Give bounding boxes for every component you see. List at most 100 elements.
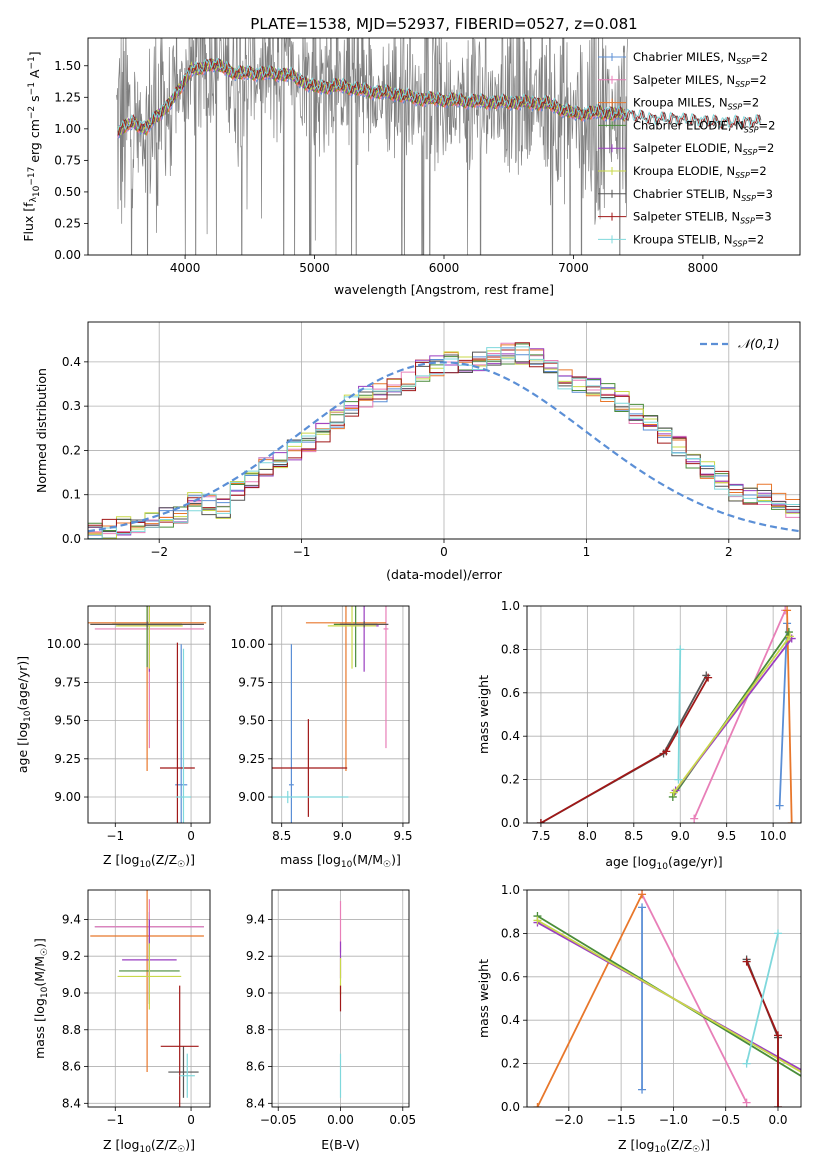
series-point-marker [742, 1059, 751, 1068]
y-tick-label: 0.4 [62, 355, 81, 369]
y-tick-label: 9.2 [246, 949, 265, 963]
x-tick-label: 8.0 [578, 829, 597, 843]
series-point-marker [533, 1103, 542, 1107]
series-lines [536, 606, 796, 823]
x-tick-label: 0.05 [389, 1113, 416, 1127]
legend-label: Kroupa ELODIE, NSSP=2 [633, 164, 767, 180]
series-point-marker [775, 801, 784, 810]
axes-frame [87, 321, 801, 540]
y-tick-label: 0.25 [54, 216, 81, 230]
y-tick-label: 9.0 [62, 986, 81, 1000]
x-axis-label: (data-model)/error [386, 567, 503, 582]
y-tick-label: 9.00 [238, 790, 265, 804]
y-tick-label: 1.00 [54, 122, 81, 136]
x-axis-label: Z [log10(Z/Z☉)] [103, 852, 195, 870]
series-line-kroupa-stelib [745, 933, 779, 1064]
y-tick-label: 8.4 [246, 1096, 265, 1110]
x-tick-label: 0 [187, 1113, 195, 1127]
axes-frame [526, 605, 802, 824]
y-tick-label: 1.0 [501, 883, 520, 897]
series-line-kroupa-miles [786, 610, 793, 823]
y-axis-label: Flux [fλ10−17 erg cm−2 s−1 A−1] [21, 51, 42, 241]
y-tick-label: 0.0 [62, 532, 81, 546]
y-tick-label: 9.4 [246, 912, 265, 926]
x-tick-label: 0 [440, 545, 448, 559]
y-tick-label: 0.4 [501, 1013, 520, 1027]
series-point-marker [690, 814, 699, 823]
mass-vs-extinction-plot: −0.05 0.00 0.05 8.4 8.6 8.8 9.0 9.2 9.4 E(B-V) [246, 889, 416, 1152]
errorbars [88, 606, 207, 823]
series-point-marker [773, 929, 782, 938]
y-tick-label: 10.00 [231, 637, 265, 651]
figure-title: PLATE=1538, MJD=52937, FIBERID=0527, z=0… [250, 15, 637, 33]
x-tick-label: 9.0 [671, 829, 690, 843]
legend-label: Kroupa STELIB, NSSP=2 [633, 232, 764, 248]
y-tick-label: 9.50 [54, 714, 81, 728]
model-spectrum-kroupa-stelib [117, 57, 762, 132]
model-spectrum-salpeter-stelib [117, 58, 762, 136]
x-axis-label: E(B-V) [321, 1137, 360, 1152]
x-tick-label: 8000 [688, 261, 719, 275]
legend-label: Salpeter STELIB, NSSP=3 [633, 210, 772, 226]
series-point-marker [783, 606, 792, 615]
age-vs-metallicity-plot: −1 0 9.00 9.25 9.50 9.75 10.00 Z [log10(Z/Z☉)] a… [15, 605, 211, 870]
series-point-marker [785, 632, 794, 641]
y-axis-label: age [log10(age/yr)] [15, 656, 33, 773]
axes-frame [87, 889, 211, 1108]
series-point-marker [787, 819, 796, 823]
series-point-marker [638, 890, 647, 899]
x-tick-label: −1.0 [659, 1113, 688, 1127]
x-tick-label: 9.0 [333, 829, 352, 843]
y-tick-label: 0.0 [501, 1100, 520, 1114]
y-tick-label: 8.6 [62, 1060, 81, 1074]
series-line-kroupa-elodie [673, 635, 791, 794]
series-point-marker [773, 1031, 782, 1040]
x-tick-label: 6000 [429, 261, 460, 275]
series-point-marker [704, 673, 713, 682]
legend-label: Chabrier STELIB, NSSP=3 [633, 187, 773, 203]
x-tick-label: −2.0 [554, 1113, 583, 1127]
y-tick-label: 9.25 [238, 752, 265, 766]
y-tick-label: 9.75 [54, 675, 81, 689]
errorbars [272, 606, 389, 823]
axes-frame [271, 605, 410, 824]
y-tick-label: 1.0 [501, 599, 520, 613]
residual-histogram-plot: −2 −1 0 1 2 0.0 0.1 0.2 0.3 0.4 (data-model)/error… [34, 321, 801, 582]
series-point-marker [638, 1085, 647, 1094]
x-tick-label: −2 [150, 545, 168, 559]
age-vs-mass-plot: 8.5 9.0 9.5 9.00 9.25 9.50 9.75 10.00 mass [log1… [231, 605, 412, 870]
y-tick-label: 0.6 [501, 970, 520, 984]
x-tick-label: 9.5 [393, 829, 412, 843]
series-point-marker [669, 788, 678, 797]
x-tick-label: 8.5 [272, 829, 291, 843]
series-point-marker [773, 1103, 782, 1107]
y-tick-label: 0.6 [501, 686, 520, 700]
axes-frame [87, 37, 801, 256]
y-tick-label: 9.00 [54, 790, 81, 804]
series-point-marker [784, 628, 793, 637]
y-tick-label: 9.50 [238, 714, 265, 728]
y-tick-label: 10.00 [47, 637, 81, 651]
y-tick-label: 0.2 [501, 1057, 520, 1071]
series-point-marker [536, 819, 545, 823]
spectrum-plot: 4000 5000 6000 7000 8000 0.00 0.25 0.50 0.75 1.00… [21, 37, 801, 297]
series-lines [533, 890, 801, 1107]
x-axis-label: age [log10(age/yr)] [605, 854, 722, 872]
y-tick-label: 0.00 [54, 248, 81, 262]
y-tick-label: 9.2 [62, 949, 81, 963]
series-point-marker [662, 747, 671, 756]
y-axis-label: mass weight [476, 959, 491, 1038]
x-tick-label: −0.05 [260, 1113, 297, 1127]
x-tick-label: −1 [106, 829, 124, 843]
y-tick-label: 0.1 [62, 488, 81, 502]
series-line-chabrier-miles [778, 623, 788, 806]
mass-weight-vs-metallicity-plot: −2.0 −1.5 −1.0 −0.5 0.0 0.0 0.2 0.4 0.6 0.8 1.0 Z [… [476, 883, 802, 1155]
series-point-marker [668, 792, 677, 801]
y-tick-label: 9.25 [54, 752, 81, 766]
y-tick-label: 9.4 [62, 912, 81, 926]
y-tick-label: 0.75 [54, 153, 81, 167]
y-axis-label: mass weight [476, 675, 491, 754]
legend: Chabrier MILES, NSSP=2 Salpeter MILES, NS… [598, 50, 775, 248]
series-point-marker [676, 645, 685, 654]
y-tick-label: 0.2 [501, 773, 520, 787]
